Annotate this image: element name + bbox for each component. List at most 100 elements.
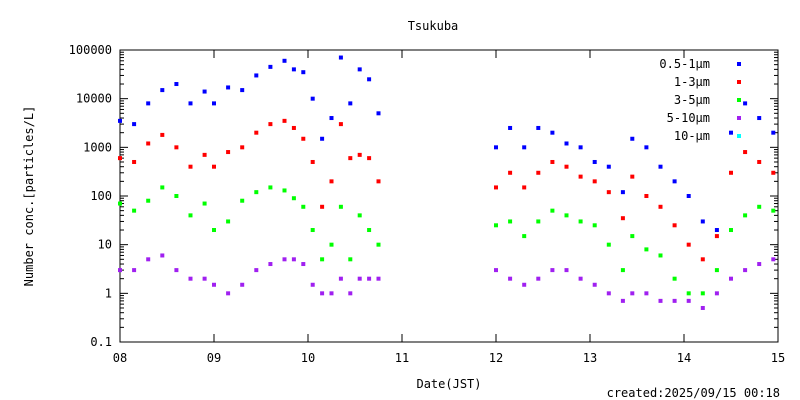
data-point (212, 164, 216, 169)
data-point (301, 70, 306, 75)
data-point (132, 122, 137, 127)
y-tick-label: 100 (90, 189, 112, 203)
data-point (188, 276, 193, 281)
data-point (254, 190, 259, 195)
data-point (508, 125, 513, 130)
data-point (672, 179, 677, 184)
data-point (338, 55, 343, 60)
data-point (606, 242, 611, 247)
data-point (550, 130, 555, 135)
data-point (226, 219, 231, 224)
legend-label: 3-5μm (674, 93, 710, 107)
data-point (658, 253, 663, 258)
data-point (367, 156, 372, 161)
data-point (367, 276, 372, 281)
legend-label: 0.5-1μm (659, 57, 710, 71)
data-point (771, 170, 776, 175)
data-point (254, 130, 259, 135)
data-point (592, 223, 597, 228)
data-point (508, 219, 513, 224)
data-point (240, 198, 245, 203)
data-point (757, 116, 762, 121)
series-3 (118, 253, 776, 310)
data-point (620, 268, 625, 273)
data-point (357, 276, 362, 281)
data-point (320, 257, 325, 262)
data-point (146, 141, 151, 146)
data-point (592, 159, 597, 164)
data-point (282, 188, 287, 193)
legend: 0.5-1μm 1-3μm 3-5μm 5-10μm 10-μm (659, 57, 741, 143)
data-point (508, 276, 513, 281)
data-point (714, 291, 719, 296)
data-point (310, 159, 315, 164)
legend-swatch (737, 116, 741, 120)
legend-label: 1-3μm (674, 75, 710, 89)
data-point (338, 122, 343, 127)
data-point (348, 101, 353, 106)
data-point (291, 125, 296, 130)
data-point (188, 101, 193, 106)
created-timestamp: created:2025/09/15 00:18 (607, 386, 780, 400)
data-point (620, 298, 625, 303)
data-point (522, 234, 527, 239)
data-point (771, 130, 776, 135)
y-axis: 0.1 1 10 100 1000 10000 100000 (69, 43, 778, 349)
data-point (536, 170, 541, 175)
data-point (146, 101, 151, 106)
data-point (310, 96, 315, 101)
data-point (658, 164, 663, 169)
y-tick-label: 1 (105, 286, 112, 300)
data-point (536, 276, 541, 281)
data-point (620, 190, 625, 195)
data-point (771, 257, 776, 262)
data-point (550, 268, 555, 273)
chart-title: Tsukuba (408, 19, 459, 33)
data-point (729, 276, 733, 281)
data-point (132, 208, 137, 213)
data-point (522, 185, 527, 190)
y-tick-label: 10 (98, 238, 112, 252)
data-point (291, 257, 296, 262)
data-point (348, 257, 353, 262)
data-point (376, 242, 381, 247)
data-point (348, 291, 353, 296)
y-tick-label: 1000 (83, 140, 112, 154)
data-point (700, 291, 705, 296)
data-point (188, 164, 193, 169)
data-point (564, 164, 569, 169)
x-tick-label: 14 (677, 351, 691, 365)
data-point (188, 213, 193, 218)
data-point (291, 67, 296, 72)
data-point (658, 298, 663, 303)
data-point (160, 132, 165, 137)
data-point (132, 268, 137, 273)
data-point (672, 298, 677, 303)
data-point (301, 262, 306, 267)
series-1 (118, 118, 776, 262)
data-point (714, 228, 719, 233)
data-point (226, 291, 231, 296)
data-point (578, 219, 583, 224)
data-point (118, 268, 122, 273)
data-point (310, 228, 315, 233)
plot-area (118, 55, 776, 310)
data-point (644, 145, 649, 150)
data-point (729, 228, 733, 233)
data-point (522, 145, 527, 150)
data-point (376, 179, 381, 184)
data-point (301, 204, 306, 209)
x-tick-label: 09 (207, 351, 221, 365)
data-point (320, 291, 325, 296)
data-point (320, 204, 325, 209)
data-point (672, 223, 677, 228)
data-point (367, 228, 372, 233)
y-axis-label: Number conc.[particles/L] (22, 106, 36, 287)
data-point (212, 228, 216, 233)
data-point (578, 145, 583, 150)
data-point (700, 257, 705, 262)
data-point (174, 194, 179, 198)
x-tick-label: 08 (113, 351, 127, 365)
data-point (729, 170, 733, 175)
